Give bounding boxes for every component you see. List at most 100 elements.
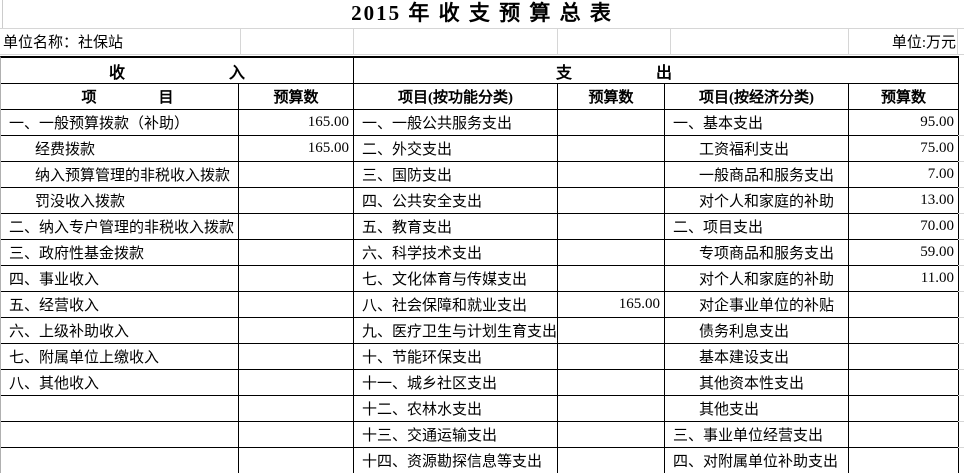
income-item-cell[interactable] — [1, 448, 239, 473]
economic-item-cell[interactable]: 四、对附属单位补助支出 — [665, 448, 849, 473]
economic-item-cell[interactable]: 对企事业单位的补贴 — [665, 292, 849, 318]
function-budget-cell[interactable] — [558, 110, 665, 136]
economic-budget-cell[interactable]: 75.00 — [849, 136, 959, 162]
income-item-cell[interactable] — [1, 396, 239, 422]
gridline — [848, 29, 849, 54]
economic-item-cell[interactable]: 工资福利支出 — [665, 136, 849, 162]
income-item-cell[interactable]: 四、事业收入 — [1, 266, 239, 292]
function-budget-cell[interactable] — [558, 162, 665, 188]
economic-budget-cell[interactable]: 13.00 — [849, 188, 959, 214]
function-budget-cell[interactable] — [558, 448, 665, 473]
income-item-cell[interactable]: 三、政府性基金拨款 — [1, 240, 239, 266]
income-budget-cell[interactable] — [239, 240, 354, 266]
income-budget-cell[interactable] — [239, 344, 354, 370]
income-budget-cell[interactable] — [239, 318, 354, 344]
economic-budget-cell[interactable]: 59.00 — [849, 240, 959, 266]
economic-item-cell[interactable]: 一般商品和服务支出 — [665, 162, 849, 188]
unit-name-label: 单位名称：社保站 — [3, 35, 124, 51]
income-item-cell[interactable]: 罚没收入拨款 — [1, 188, 239, 214]
function-budget-cell[interactable] — [558, 188, 665, 214]
function-budget-cell[interactable] — [558, 396, 665, 422]
expenditure-section-header: 支出 — [354, 58, 959, 84]
function-item-cell[interactable]: 二、外交支出 — [354, 136, 558, 162]
income-budget-cell[interactable]: 165.00 — [239, 136, 354, 162]
gridline — [670, 29, 671, 54]
function-item-cell[interactable]: 六、科学技术支出 — [354, 240, 558, 266]
budget-table: 收入 支出 项目 预算数 项目(按功能分类) 预算数 项目(按经济分类) 预算数… — [0, 56, 959, 473]
income-item-cell[interactable]: 一、一般预算拨款（补助） — [1, 110, 239, 136]
function-item-cell[interactable]: 十四、资源勘探信息等支出 — [354, 448, 558, 473]
income-budget-cell[interactable] — [239, 396, 354, 422]
economic-item-cell[interactable]: 三、事业单位经营支出 — [665, 422, 849, 448]
col-header-income-item-label: 项目 — [81, 90, 236, 106]
function-budget-cell[interactable] — [558, 266, 665, 292]
income-budget-cell[interactable]: 165.00 — [239, 110, 354, 136]
function-budget-cell[interactable] — [558, 422, 665, 448]
economic-budget-cell[interactable] — [849, 448, 959, 473]
economic-item-cell[interactable]: 对个人和家庭的补助 — [665, 266, 849, 292]
function-item-cell[interactable]: 四、公共安全支出 — [354, 188, 558, 214]
economic-budget-cell[interactable]: 7.00 — [849, 162, 959, 188]
economic-item-cell[interactable]: 其他支出 — [665, 396, 849, 422]
income-budget-cell[interactable] — [239, 188, 354, 214]
function-item-cell[interactable]: 三、国防支出 — [354, 162, 558, 188]
income-budget-cell[interactable] — [239, 266, 354, 292]
function-budget-cell[interactable] — [558, 370, 665, 396]
col-header-function-item: 项目(按功能分类) — [354, 84, 558, 110]
unit-row: 单位名称：社保站 单位:万元 — [0, 28, 964, 55]
economic-item-cell[interactable]: 二、项目支出 — [665, 214, 849, 240]
function-item-cell[interactable]: 十、节能环保支出 — [354, 344, 558, 370]
function-item-cell[interactable]: 十三、交通运输支出 — [354, 422, 558, 448]
income-item-cell[interactable]: 七、附属单位上缴收入 — [1, 344, 239, 370]
function-item-cell[interactable]: 五、教育支出 — [354, 214, 558, 240]
income-item-cell[interactable]: 五、经营收入 — [1, 292, 239, 318]
income-item-cell[interactable]: 纳入预算管理的非税收入拨款 — [1, 162, 239, 188]
economic-budget-cell[interactable] — [849, 292, 959, 318]
function-budget-cell[interactable] — [558, 344, 665, 370]
economic-item-cell[interactable]: 一、基本支出 — [665, 110, 849, 136]
income-budget-cell[interactable] — [239, 370, 354, 396]
function-budget-cell[interactable] — [558, 318, 665, 344]
income-budget-cell[interactable] — [239, 448, 354, 473]
economic-budget-cell[interactable]: 11.00 — [849, 266, 959, 292]
income-budget-cell[interactable] — [239, 422, 354, 448]
col-header-function-budget: 预算数 — [558, 84, 665, 110]
function-item-cell[interactable]: 八、社会保障和就业支出 — [354, 292, 558, 318]
income-item-cell[interactable]: 经费拨款 — [1, 136, 239, 162]
income-budget-cell[interactable] — [239, 214, 354, 240]
function-budget-cell[interactable] — [558, 240, 665, 266]
economic-item-cell[interactable]: 基本建设支出 — [665, 344, 849, 370]
function-budget-cell[interactable] — [558, 214, 665, 240]
function-item-cell[interactable]: 七、文化体育与传媒支出 — [354, 266, 558, 292]
income-item-cell[interactable]: 二、纳入专户管理的非税收入拨款 — [1, 214, 239, 240]
income-item-cell[interactable]: 八、其他收入 — [1, 370, 239, 396]
economic-budget-cell[interactable]: 70.00 — [849, 214, 959, 240]
economic-budget-cell[interactable] — [849, 318, 959, 344]
economic-budget-cell[interactable] — [849, 344, 959, 370]
col-header-economic-budget: 预算数 — [849, 84, 959, 110]
income-item-cell[interactable]: 六、上级补助收入 — [1, 318, 239, 344]
economic-item-cell[interactable]: 其他资本性支出 — [665, 370, 849, 396]
function-budget-cell[interactable] — [558, 136, 665, 162]
gridline — [240, 29, 241, 54]
col-header-income-item: 项目 — [1, 84, 239, 110]
function-item-cell[interactable]: 十一、城乡社区支出 — [354, 370, 558, 396]
expenditure-section-label: 支出 — [555, 64, 756, 82]
col-header-economic-item: 项目(按经济分类) — [665, 84, 849, 110]
unit-of-measure-label: 单位:万元 — [891, 35, 956, 51]
title-row: 2015 年 收 支 预 算 总 表 — [0, 0, 964, 28]
economic-item-cell[interactable]: 债务利息支出 — [665, 318, 849, 344]
economic-item-cell[interactable]: 对个人和家庭的补助 — [665, 188, 849, 214]
income-budget-cell[interactable] — [239, 292, 354, 318]
income-budget-cell[interactable] — [239, 162, 354, 188]
function-item-cell[interactable]: 十二、农林水支出 — [354, 396, 558, 422]
economic-budget-cell[interactable] — [849, 396, 959, 422]
economic-budget-cell[interactable] — [849, 370, 959, 396]
function-budget-cell[interactable]: 165.00 — [558, 292, 665, 318]
income-item-cell[interactable] — [1, 422, 239, 448]
function-item-cell[interactable]: 九、医疗卫生与计划生育支出 — [354, 318, 558, 344]
economic-budget-cell[interactable]: 95.00 — [849, 110, 959, 136]
function-item-cell[interactable]: 一、一般公共服务支出 — [354, 110, 558, 136]
economic-budget-cell[interactable] — [849, 422, 959, 448]
economic-item-cell[interactable]: 专项商品和服务支出 — [665, 240, 849, 266]
